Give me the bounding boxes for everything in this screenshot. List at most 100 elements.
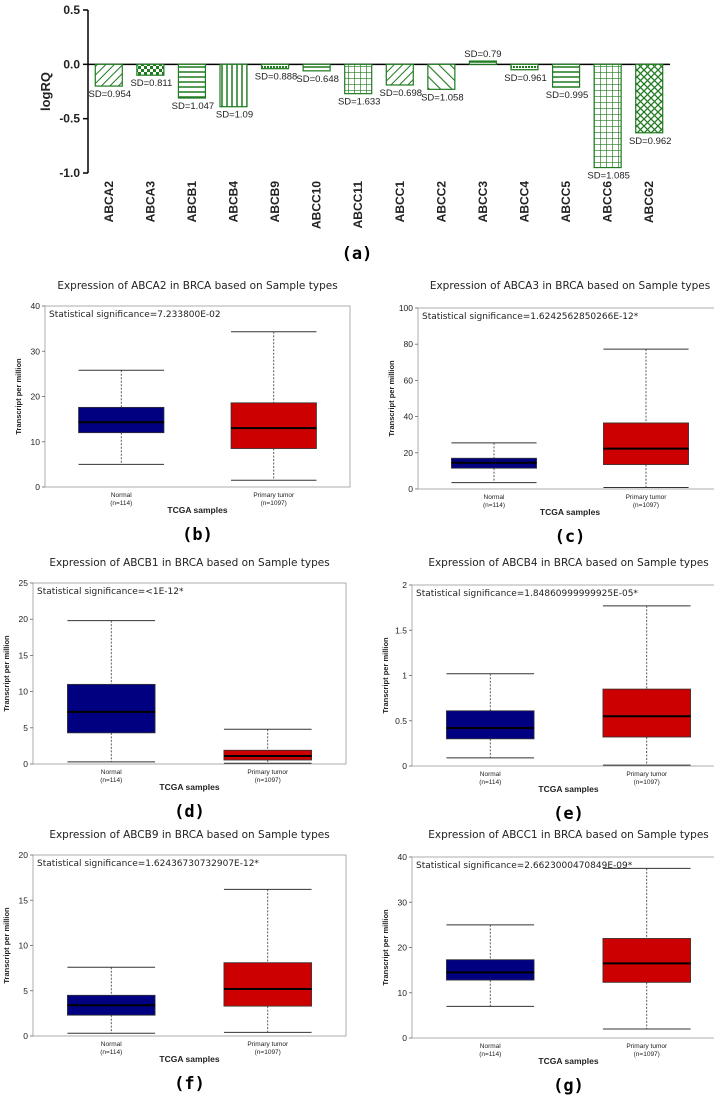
bar bbox=[94, 63, 123, 87]
y-tick-label: 0.5 bbox=[63, 3, 80, 17]
plot-frame bbox=[32, 582, 347, 765]
box-chart-g: Expression of ABCC1 in BRCA based on Sam… bbox=[381, 829, 714, 1096]
significance-text: Statistical significance=1.6243673073290… bbox=[37, 859, 259, 869]
x-tick-count: (n=114) bbox=[100, 777, 122, 784]
x-axis-title: TCGA samples bbox=[167, 505, 227, 515]
x-tick-label: ABCC1 bbox=[393, 181, 407, 223]
y-tick-label: 30 bbox=[31, 346, 41, 356]
y-tick-label: 15 bbox=[19, 895, 29, 905]
chart-title: Expression of ABCC1 in BRCA based on Sam… bbox=[428, 829, 709, 841]
x-tick-label: Primary tumor bbox=[626, 771, 668, 778]
box-chart-c: Expression of ABCA3 in BRCA based on Sam… bbox=[387, 280, 714, 547]
y-tick-label: 1 bbox=[402, 671, 407, 681]
x-tick-label: ABCC2 bbox=[434, 181, 448, 223]
sd-data-label: SD=0.995 bbox=[546, 90, 589, 101]
x-tick-label: ABCC4 bbox=[518, 181, 532, 223]
y-tick-label: -1.0 bbox=[59, 166, 80, 180]
x-tick-label: ABCC6 bbox=[601, 181, 615, 223]
bar-chart-a: 0.5 0.0 -0.5 -1.0 logRQ SD=0.954 ABCA2 SD=0.811… bbox=[38, 3, 671, 264]
sd-data-label: SD=0.648 bbox=[296, 74, 339, 85]
y-tick-label: 10 bbox=[19, 941, 29, 951]
y-tick-label: 0.5 bbox=[395, 716, 407, 726]
chart-title: Expression of ABCA2 in BRCA based on Sam… bbox=[57, 280, 337, 292]
x-tick-label: ABCB4 bbox=[227, 181, 241, 223]
y-tick-label: 20 bbox=[31, 392, 41, 402]
x-tick-label: Primary tumor bbox=[626, 494, 668, 501]
x-tick-label: Normal bbox=[101, 769, 123, 776]
y-tick-label: 2 bbox=[402, 580, 407, 590]
x-tick-count: (n=114) bbox=[479, 1051, 501, 1058]
x-tick-label: ABCG2 bbox=[642, 181, 656, 223]
iqr-box bbox=[602, 688, 691, 738]
x-tick-count: (n=114) bbox=[100, 1049, 122, 1056]
panel-label: (d) bbox=[174, 802, 205, 822]
sd-data-label: SD=0.962 bbox=[629, 136, 672, 147]
chart-title: Expression of ABCB4 in BRCA based on Sam… bbox=[428, 557, 708, 569]
y-tick-label: 5 bbox=[23, 723, 28, 733]
x-tick-label: Normal bbox=[101, 1041, 123, 1048]
y-tick-label: 40 bbox=[398, 852, 408, 862]
bar bbox=[260, 63, 290, 70]
x-tick-label: ABCC5 bbox=[559, 181, 573, 223]
x-tick-label: Normal bbox=[480, 771, 502, 778]
box-group bbox=[446, 673, 535, 759]
bar bbox=[344, 63, 373, 95]
y-tick-label: 0.0 bbox=[63, 57, 80, 71]
box-group bbox=[602, 867, 691, 1030]
box-chart-b: Expression of ABCA2 in BRCA based on Sam… bbox=[14, 280, 351, 545]
y-axis-title: Transcript per million bbox=[387, 360, 396, 437]
x-tick-count: (n=114) bbox=[479, 779, 501, 786]
iqr-box bbox=[603, 422, 689, 465]
x-tick-label: ABCA2 bbox=[102, 181, 116, 223]
bar bbox=[593, 63, 622, 169]
y-tick-label: 5 bbox=[23, 986, 28, 996]
y-tick-label: 80 bbox=[404, 339, 414, 349]
iqr-box bbox=[446, 959, 535, 981]
bar bbox=[551, 63, 581, 88]
box-group bbox=[602, 605, 691, 766]
x-tick-label: Primary tumor bbox=[247, 1041, 289, 1048]
x-tick-label: ABCC10 bbox=[310, 181, 324, 229]
panel-label: (e) bbox=[553, 804, 584, 824]
significance-text: Statistical significance=2.6623000470849… bbox=[416, 861, 633, 871]
x-tick-count: (n=1097) bbox=[255, 777, 281, 784]
y-tick-label: 40 bbox=[31, 301, 41, 311]
x-tick-count: (n=114) bbox=[483, 502, 505, 509]
x-tick-label: Normal bbox=[484, 494, 506, 501]
iqr-box bbox=[67, 683, 156, 734]
chart-title: Expression of ABCB9 in BRCA based on Sam… bbox=[49, 829, 329, 841]
chart-title: Expression of ABCB1 in BRCA based on Sam… bbox=[49, 557, 329, 569]
y-tick-label: 0 bbox=[23, 1031, 28, 1041]
x-axis-title: TCGA samples bbox=[159, 1054, 219, 1064]
x-tick-count: (n=1097) bbox=[634, 1051, 660, 1058]
x-tick-count: (n=1097) bbox=[255, 1049, 281, 1056]
y-tick-label: 25 bbox=[19, 578, 29, 588]
plot-frame bbox=[417, 307, 714, 490]
x-tick-label: ABCC11 bbox=[351, 181, 365, 229]
panel-label: (c) bbox=[555, 527, 586, 547]
bar bbox=[177, 63, 207, 99]
panel-label-a: (a) bbox=[342, 244, 373, 264]
y-tick-label: 40 bbox=[404, 412, 414, 422]
x-tick-label: Normal bbox=[111, 492, 133, 499]
x-tick-label: Primary tumor bbox=[247, 769, 289, 776]
y-axis-title: Transcript per million bbox=[381, 637, 390, 714]
y-tick-label: 100 bbox=[399, 303, 413, 313]
x-tick-count: (n=114) bbox=[110, 500, 132, 507]
x-axis-title: TCGA samples bbox=[538, 784, 598, 794]
y-tick-label: 0 bbox=[23, 759, 28, 769]
box-group bbox=[603, 348, 689, 489]
bar bbox=[635, 63, 664, 134]
y-tick-label: 10 bbox=[19, 687, 29, 697]
sd-data-label: SD=1.085 bbox=[587, 171, 630, 182]
x-axis-title: TCGA samples bbox=[540, 507, 600, 517]
bar bbox=[385, 63, 414, 86]
box-group bbox=[451, 442, 537, 484]
y-tick-label: -0.5 bbox=[59, 112, 80, 126]
y-axis-title: Transcript per million bbox=[2, 635, 11, 712]
sd-data-label: SD=1.633 bbox=[338, 97, 381, 108]
panel-label: (b) bbox=[182, 525, 213, 545]
y-tick-label: 10 bbox=[31, 437, 41, 447]
bar bbox=[302, 63, 331, 72]
y-tick-label: 20 bbox=[19, 614, 29, 624]
